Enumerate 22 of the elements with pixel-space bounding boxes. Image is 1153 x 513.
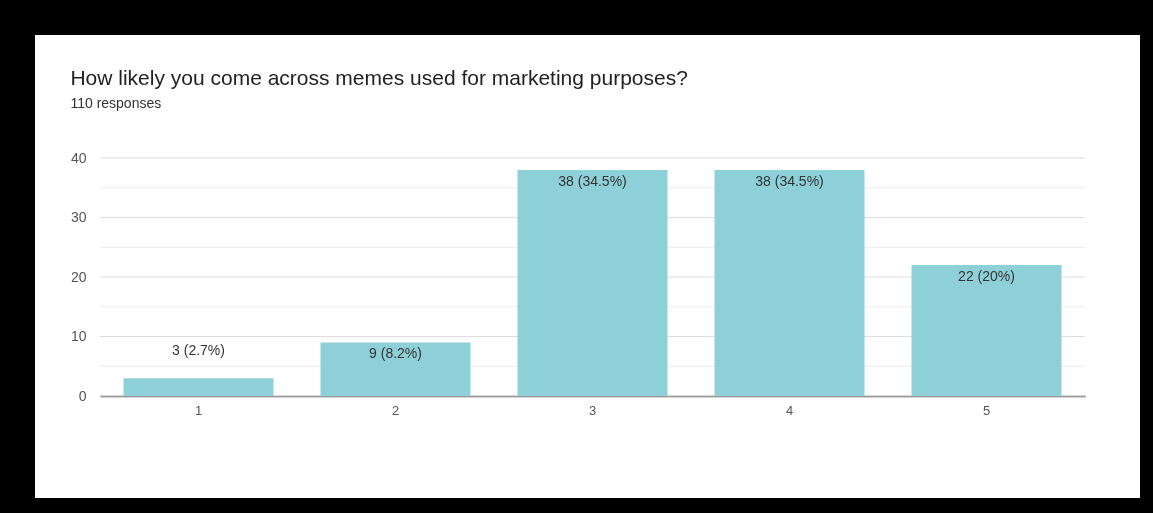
bar — [714, 169, 865, 396]
data-label: 3 (2.7%) — [172, 342, 225, 359]
x-tick-label: 3 — [588, 402, 597, 418]
y-tick-label: 40 — [70, 149, 87, 166]
bar — [123, 378, 274, 396]
data-label: 38 (34.5%) — [755, 172, 824, 189]
x-tick-label: 4 — [785, 402, 794, 418]
data-label: 38 (34.5%) — [558, 172, 627, 189]
y-tick-label: 0 — [78, 387, 87, 404]
y-tick-label: 20 — [70, 268, 87, 285]
y-tick-label: 10 — [70, 328, 87, 344]
bar — [320, 342, 471, 396]
x-tick-label: 1 — [194, 402, 203, 418]
chart-subtitle: 110 responses — [70, 95, 162, 111]
chart-title: How likely you come across memes used for marketing purposes? — [70, 66, 688, 89]
y-tick-label: 30 — [70, 209, 87, 225]
bar — [911, 265, 1062, 396]
data-label: 22 (20%) — [958, 268, 1015, 285]
data-label: 9 (8.2%) — [369, 345, 422, 362]
bar — [517, 169, 668, 396]
x-tick-label: 5 — [982, 402, 991, 418]
x-tick-label: 2 — [391, 402, 400, 418]
